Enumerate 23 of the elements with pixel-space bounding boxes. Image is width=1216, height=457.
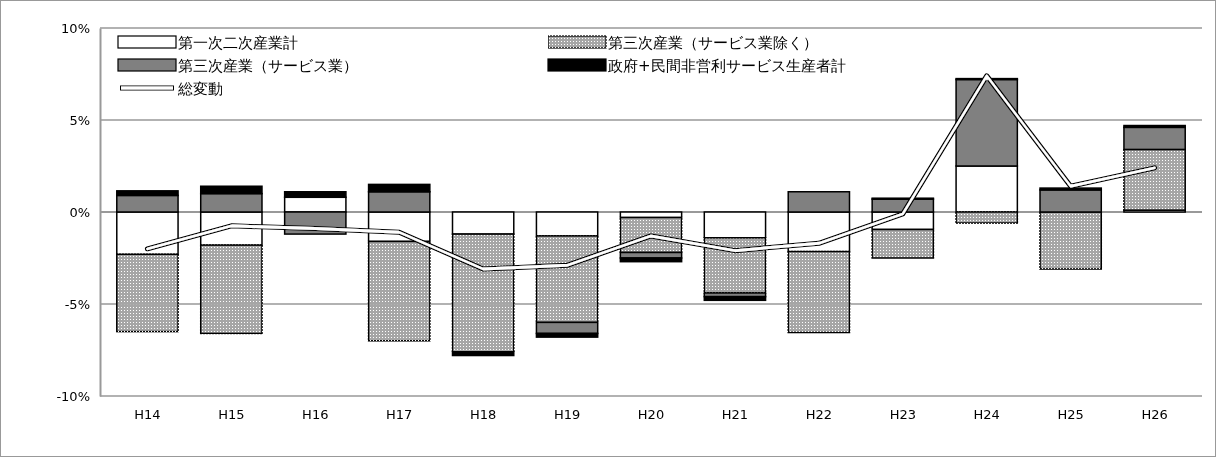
legend-label: 第三次産業（サービス業） [178,57,358,75]
x-tick-label: H24 [973,407,1000,423]
x-tick-label: H15 [218,407,245,423]
legend-label: 総変動 [177,80,223,98]
x-tick-label: H19 [553,407,581,423]
legend-label: 第三次産業（サービス業除く） [608,34,818,52]
x-tick-label: H26 [1141,407,1168,423]
y-tick-label: -5% [64,296,90,312]
legend-label: 第一次二次産業計 [178,34,298,52]
x-tick-label: H25 [1057,407,1084,423]
y-tick-label: 5% [69,112,90,128]
y-tick-label: 0% [69,204,90,220]
x-tick-label: H14 [134,407,161,423]
x-tick-label: H18 [469,407,497,423]
y-tick-label: -10% [56,388,90,404]
x-tick-label: H23 [889,407,916,423]
y-tick-label: 10% [61,20,90,36]
x-tick-label: H17 [386,407,413,423]
x-tick-label: H22 [805,407,833,423]
legend-label: 政府+民間非営利サービス生産者計 [608,57,846,75]
x-tick-label: H20 [637,407,665,423]
x-tick-label: H21 [721,407,749,423]
x-tick-label: H16 [302,407,329,423]
